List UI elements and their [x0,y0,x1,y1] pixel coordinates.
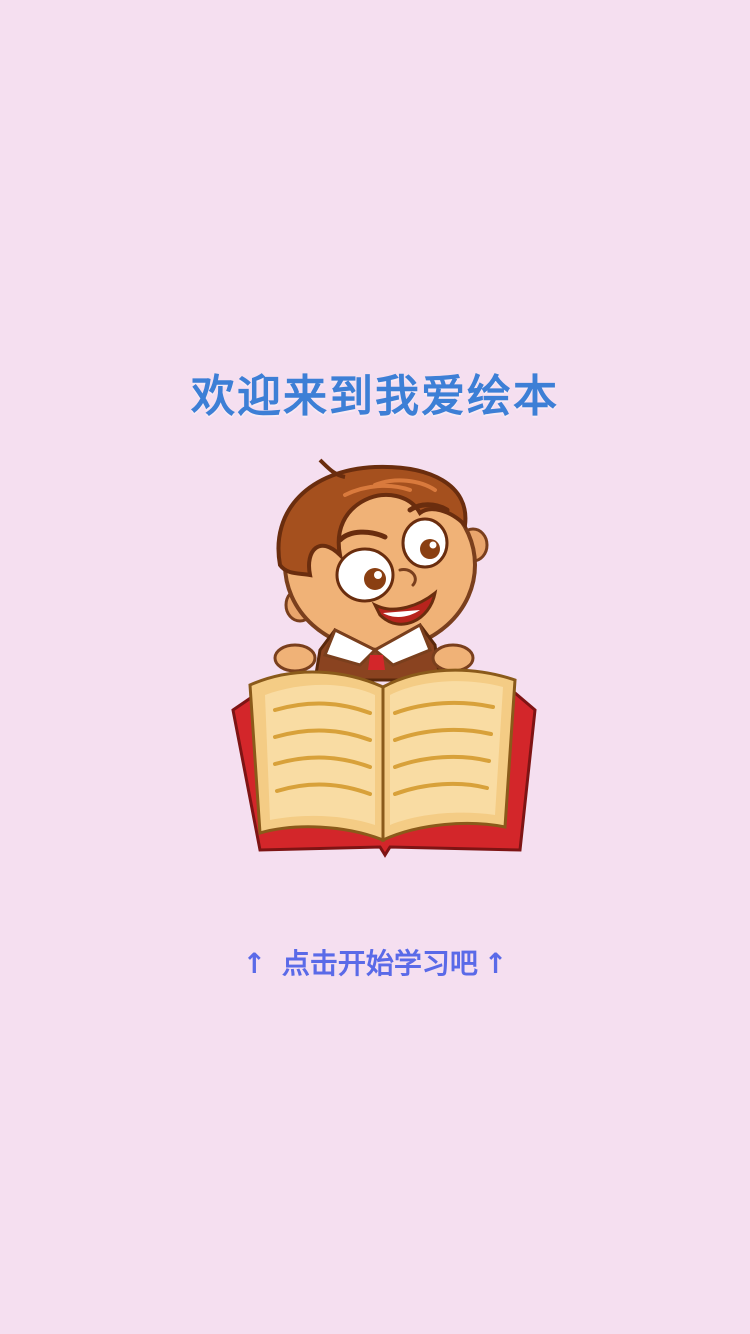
welcome-title: 欢迎来到我爱绘本 [191,371,559,422]
start-learning-button[interactable]: ↑ 点击开始学习吧 ↑ [0,942,750,982]
arrow-up-icon: ↑ [483,947,508,980]
arrow-up-icon: ↑ [242,947,267,980]
boy-reading-book-illustration [231,458,537,858]
start-learning-label: 点击开始学习吧 [281,947,478,980]
